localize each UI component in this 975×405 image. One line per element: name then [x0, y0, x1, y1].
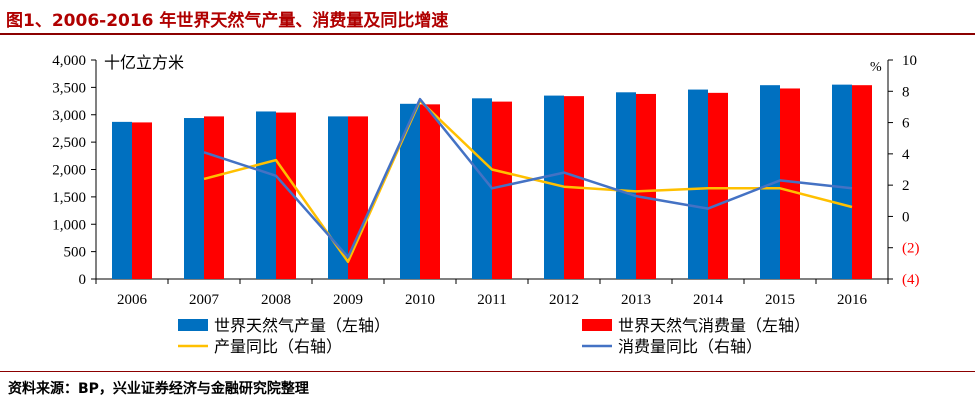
production-bar [400, 103, 420, 279]
title-rule [0, 33, 975, 35]
x-tick-label: 2009 [333, 292, 363, 308]
x-tick-label: 2007 [189, 292, 220, 308]
consumption-bar [348, 116, 368, 279]
left-axis-unit: 十亿立方米 [104, 54, 184, 72]
right-axis-unit: % [870, 60, 882, 75]
right-tick-label: 2 [902, 178, 910, 194]
x-tick-label: 2016 [837, 292, 868, 308]
consumption-bar [636, 93, 656, 279]
production-bar [472, 98, 492, 279]
production-bar [616, 92, 636, 280]
source-rule [0, 371, 975, 372]
x-tick-label: 2008 [261, 292, 291, 308]
left-tick-label: 3,000 [52, 108, 86, 124]
legend-production-label: 世界天然气产量（左轴） [214, 317, 390, 335]
chart: 0 500 1,000 1,500 2,000 2,500 3,000 3,500 4,000 (… [52, 53, 919, 356]
right-tick-label: 0 [902, 209, 910, 225]
right-tick-label: (2) [902, 241, 920, 257]
left-tick-label: 1,500 [52, 190, 86, 206]
production-bar [832, 84, 852, 279]
consumption-bar [276, 112, 296, 279]
production-bar [256, 111, 276, 279]
x-tick-label: 2012 [549, 292, 579, 308]
consumption-bar [708, 92, 728, 279]
production-bar [184, 118, 204, 279]
left-tick-label: 4,000 [52, 53, 86, 69]
right-tick-label: 10 [902, 53, 917, 69]
consumption-bar [204, 116, 224, 279]
production-growth-line [203, 99, 853, 264]
production-bar [688, 89, 708, 279]
consumption-bar [780, 88, 800, 279]
left-tick-label: 3,500 [52, 80, 86, 96]
x-tick-label: 2011 [477, 292, 506, 308]
production-bar [544, 95, 564, 280]
source-note: 资料来源：BP，兴业证券经济与金融研究院整理 [8, 381, 309, 397]
x-tick-label: 2014 [693, 292, 724, 308]
x-tick-label: 2013 [621, 292, 651, 308]
x-tick-label: 2015 [765, 292, 795, 308]
x-tick-label: 2006 [117, 292, 148, 308]
left-tick-label: 1,000 [52, 217, 86, 233]
consumption-bar [492, 101, 512, 279]
right-tick-label: (4) [902, 272, 920, 288]
right-tick-label: 6 [902, 116, 910, 132]
legend-consumption-growth-label: 消费量同比（右轴） [618, 338, 762, 356]
legend-consumption-label: 世界天然气消费量（左轴） [618, 317, 810, 335]
left-tick-label: 500 [64, 245, 87, 261]
left-tick-label: 2,500 [52, 135, 86, 151]
production-bar [760, 85, 780, 279]
left-tick-label: 0 [79, 272, 87, 288]
consumption-growth-line [203, 97, 853, 259]
right-tick-label: 4 [902, 147, 910, 163]
plot-area: 0 500 1,000 1,500 2,000 2,500 3,000 3,500 4,000 (… [52, 53, 919, 356]
consumption-bar [132, 122, 152, 279]
x-tick-label: 2010 [405, 292, 435, 308]
legend-production-growth-label: 产量同比（右轴） [214, 338, 342, 356]
figure-title: 图1、2006-2016 年世界天然气产量、消费量及同比增速 [6, 11, 449, 31]
production-bar [112, 121, 132, 280]
legend-consumption-swatch [582, 319, 612, 331]
consumption-bar [852, 85, 872, 279]
left-tick-label: 2,000 [52, 163, 86, 179]
legend-production-swatch [178, 319, 208, 331]
consumption-bar [420, 104, 440, 279]
right-tick-label: 8 [902, 84, 910, 100]
